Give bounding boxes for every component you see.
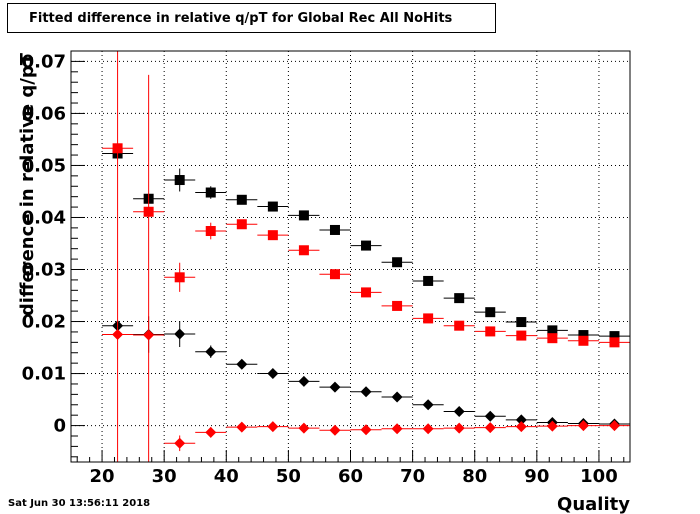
data-point-diamond <box>112 329 124 341</box>
data-point-diamond <box>515 421 527 433</box>
data-point-square <box>205 187 216 198</box>
data-point-square <box>547 333 558 344</box>
data-point-diamond <box>453 406 465 418</box>
data-point-square <box>267 230 278 241</box>
data-point-diamond <box>174 328 186 340</box>
data-point-square <box>236 194 247 205</box>
data-point-diamond <box>236 358 248 370</box>
timestamp-footer: Sat Jun 30 13:56:11 2018 <box>8 498 151 509</box>
series-4 <box>102 51 630 462</box>
data-point-square <box>454 293 465 304</box>
data-point-diamond <box>360 424 372 436</box>
data-point-diamond <box>391 391 403 403</box>
data-point-square <box>329 269 340 280</box>
data-point-diamond <box>267 368 279 380</box>
x-tick-label: 70 <box>400 466 425 487</box>
data-point-square <box>547 325 558 336</box>
x-tick-label: 40 <box>214 466 239 487</box>
data-point-square <box>454 320 465 331</box>
y-axis-title: difference in relative q/pT <box>17 52 38 316</box>
data-point-diamond <box>391 423 403 435</box>
data-point-diamond <box>205 426 217 438</box>
x-tick-label: 30 <box>152 466 177 487</box>
y-tick-label: 0.02 <box>22 312 66 333</box>
data-point-diamond <box>298 375 310 387</box>
data-point-square <box>485 326 496 337</box>
data-point-diamond <box>484 410 496 422</box>
data-point-square <box>392 257 403 268</box>
x-axis-title: Quality <box>557 494 630 514</box>
data-point-diamond <box>484 422 496 434</box>
data-point-diamond <box>329 381 341 393</box>
y-tick-label: 0.07 <box>22 51 66 72</box>
data-point-diamond <box>360 386 372 398</box>
data-point-diamond <box>422 423 434 435</box>
data-point-square <box>329 224 340 235</box>
data-point-square <box>205 226 216 237</box>
series-1 <box>102 148 630 342</box>
data-point-square <box>392 300 403 311</box>
x-tick-label: 60 <box>338 466 363 487</box>
data-point-diamond <box>515 414 527 426</box>
x-tick-label: 50 <box>276 466 301 487</box>
data-point-square <box>516 317 527 328</box>
data-point-square <box>298 245 309 256</box>
x-tick-label: 100 <box>580 466 618 487</box>
y-tick-label: 0.06 <box>22 103 66 124</box>
chart-title: Fitted difference in relative q/pT for G… <box>7 3 496 33</box>
data-point-square <box>174 175 185 186</box>
data-point-square <box>174 272 185 283</box>
data-point-square <box>516 330 527 341</box>
grid-lines <box>71 51 630 462</box>
data-point-square <box>267 201 278 212</box>
data-point-square <box>361 240 372 251</box>
data-point-diamond <box>608 420 620 432</box>
x-tick-label: 20 <box>90 466 115 487</box>
data-point-diamond <box>546 420 558 432</box>
data-point-square <box>578 330 589 341</box>
data-point-diamond <box>205 346 217 358</box>
data-point-diamond <box>298 422 310 434</box>
data-point-square <box>423 313 434 324</box>
y-tick-label: 0.04 <box>22 207 66 228</box>
data-point-diamond <box>422 399 434 411</box>
data-point-square <box>578 335 589 346</box>
data-point-diamond <box>329 424 341 436</box>
y-tick-label: 0.05 <box>22 155 66 176</box>
plot-frame <box>70 50 631 463</box>
y-tick-label: 0 <box>53 416 66 437</box>
data-point-diamond <box>577 420 589 432</box>
data-point-square <box>298 210 309 221</box>
axis-ticks: 20 30 40 50 60 70 80 90 100 0 0.01 0.02 0.03 0.04 0.05… <box>22 51 625 487</box>
x-tick-label: 90 <box>524 466 549 487</box>
data-point-diamond <box>236 421 248 433</box>
y-tick-label: 0.03 <box>22 260 66 281</box>
data-point-diamond <box>267 421 279 433</box>
x-tick-label: 80 <box>462 466 487 487</box>
data-point-diamond <box>143 329 155 341</box>
data-layer <box>102 51 630 462</box>
data-point-square <box>485 307 496 318</box>
data-point-square <box>236 219 247 230</box>
data-point-square <box>609 331 620 342</box>
data-point-square <box>361 287 372 298</box>
data-point-diamond <box>174 437 186 449</box>
data-point-square <box>423 275 434 286</box>
data-point-diamond <box>453 422 465 434</box>
data-point-square <box>609 337 620 348</box>
y-tick-label: 0.01 <box>22 364 66 385</box>
